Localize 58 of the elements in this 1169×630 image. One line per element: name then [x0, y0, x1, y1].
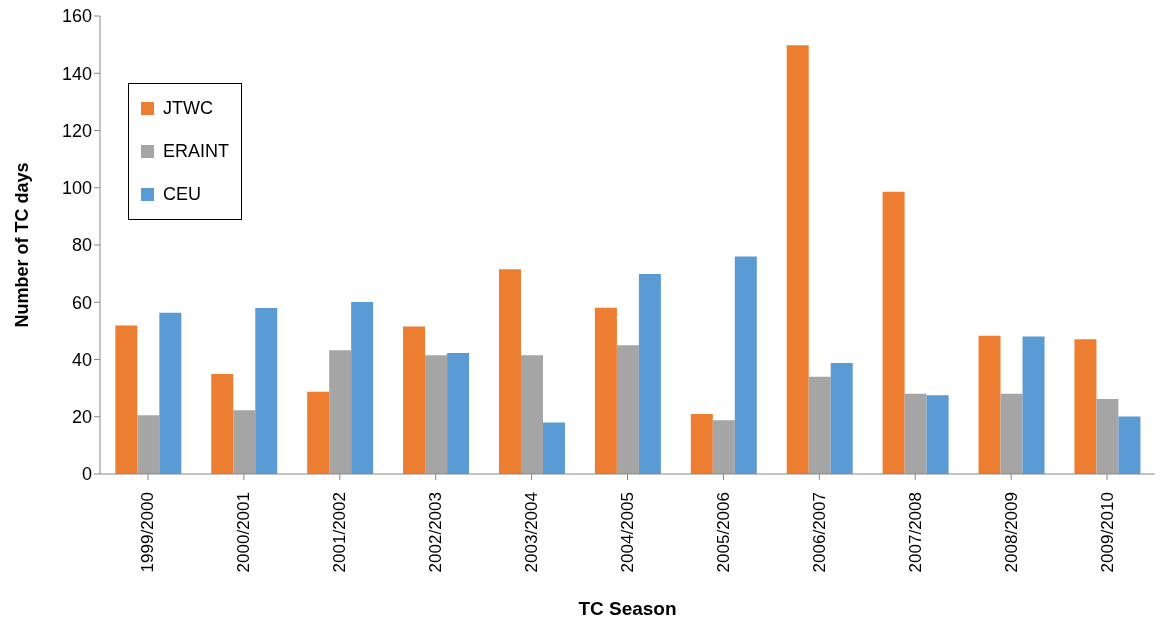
bar [978, 335, 1001, 474]
bar [712, 420, 735, 474]
bar [1118, 416, 1141, 474]
x-tick-label: 2007/2008 [905, 492, 925, 573]
bar [351, 301, 374, 474]
bar [594, 307, 617, 474]
x-tick-label: 2006/2007 [809, 492, 829, 573]
bar [498, 269, 521, 474]
legend-label: ERAINT [163, 141, 230, 162]
legend-label: CEU [163, 184, 202, 205]
y-tick-label: 80 [71, 235, 92, 256]
bar [830, 362, 853, 474]
y-tick-label: 60 [71, 292, 92, 313]
y-tick-label: 20 [71, 407, 92, 428]
x-tick-label: 2009/2010 [1097, 492, 1117, 573]
bar [926, 395, 949, 474]
x-tick-label: 2001/2002 [330, 492, 350, 573]
bar [690, 413, 713, 474]
x-tick-label: 2003/2004 [522, 492, 542, 573]
bar [137, 415, 160, 474]
bar [808, 376, 831, 474]
bar [904, 393, 927, 474]
x-tick-label: 2002/2003 [426, 492, 446, 573]
bar [1000, 393, 1023, 474]
y-axis-title: Number of TC days [12, 162, 33, 328]
y-tick-label: 120 [61, 120, 92, 141]
bar [211, 374, 234, 474]
y-tick-label: 0 [81, 464, 92, 485]
bar [520, 355, 543, 474]
bar [307, 391, 330, 474]
y-tick-label: 100 [61, 178, 92, 199]
x-axis-title: TC Season [577, 598, 678, 620]
bar [329, 350, 352, 474]
bar [734, 256, 757, 474]
x-tick-label: 2000/2001 [234, 492, 254, 573]
bar [638, 273, 661, 474]
x-tick-label: 2008/2009 [1001, 492, 1021, 573]
bar [882, 191, 905, 474]
bar [542, 422, 565, 474]
bar [159, 312, 182, 474]
y-tick-label: 140 [61, 63, 92, 84]
x-tick-label: 1999/2000 [138, 492, 158, 573]
bar [403, 326, 426, 474]
bar [1074, 339, 1097, 474]
bar [255, 307, 278, 474]
y-tick-label: 40 [71, 349, 92, 370]
bar [1022, 336, 1045, 474]
legend-label: JTWC [163, 98, 213, 119]
x-tick-label: 2005/2006 [713, 492, 733, 573]
bar [425, 355, 448, 474]
bar [1096, 399, 1119, 474]
y-tick-label: 160 [61, 6, 92, 27]
x-tick-label: 2004/2005 [618, 492, 637, 573]
bar [233, 410, 256, 474]
bar [447, 352, 470, 474]
bar [786, 45, 809, 474]
bar [616, 345, 639, 474]
bar [115, 325, 138, 474]
